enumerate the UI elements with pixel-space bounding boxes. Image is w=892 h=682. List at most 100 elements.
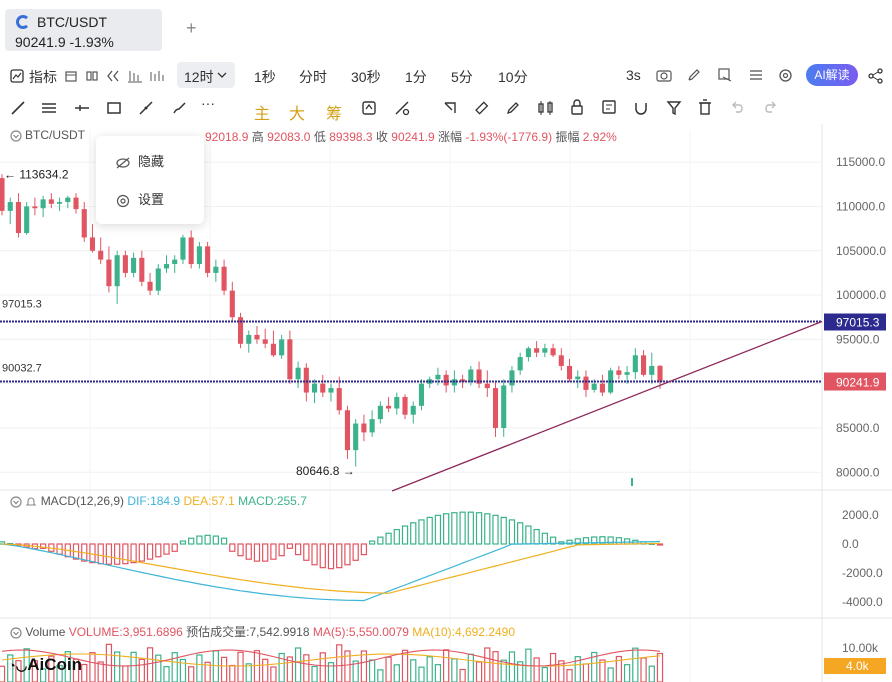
bar-style-icon[interactable] (149, 69, 165, 83)
level-main[interactable]: 主 (254, 106, 271, 123)
horizontal-ray-tool-icon[interactable] (74, 101, 90, 115)
redo-icon[interactable] (762, 101, 778, 113)
sync-icon[interactable] (361, 100, 377, 116)
timeframe-minute-line[interactable]: 分时 (299, 69, 327, 85)
notes-icon[interactable] (601, 99, 617, 115)
macd-histogram-bar (533, 528, 540, 545)
volume-bar (303, 654, 310, 682)
pen-tool-icon[interactable] (505, 100, 521, 116)
filter-icon[interactable] (666, 100, 682, 116)
macd-histogram-bar (582, 537, 590, 545)
candle-body (205, 246, 211, 273)
magnet-icon[interactable] (633, 100, 649, 116)
chart-type-icon[interactable] (127, 69, 143, 83)
candle-body (369, 419, 375, 433)
candle-body (65, 197, 71, 203)
ai-analysis-button[interactable]: AI解读 (806, 64, 858, 86)
macd-histogram-bar (220, 537, 228, 545)
candle (32, 197, 38, 216)
volume-bar (385, 656, 392, 682)
volume-bar (426, 656, 433, 682)
line1-left-label: 97015.3 (2, 299, 42, 311)
tab-bar: BTC/USDT 90241.9 -1.93% + (0, 0, 892, 60)
trendline-tool-icon[interactable] (10, 100, 26, 116)
list-icon[interactable] (749, 69, 763, 81)
volume-bar (327, 662, 335, 682)
macd-histogram-bar (410, 522, 417, 545)
more-tools-icon[interactable]: ··· (201, 95, 215, 111)
layout-icon[interactable] (65, 70, 77, 82)
eye-toggle-icon[interactable] (10, 130, 22, 142)
rectangle-tool-icon[interactable] (106, 100, 122, 116)
timeframe-1s[interactable]: 1秒 (254, 69, 276, 85)
lock-icon[interactable] (569, 99, 585, 115)
candle-body (57, 202, 63, 204)
candle-body (114, 255, 120, 287)
anchor-icon[interactable] (442, 100, 458, 116)
level-big[interactable]: 大 (289, 106, 306, 123)
trash-icon[interactable] (697, 99, 713, 115)
add-tab-button[interactable]: + (186, 18, 197, 38)
undo-icon[interactable] (730, 101, 746, 113)
horizontal-lines-tool-icon[interactable] (41, 101, 57, 115)
volume-ma5-line (1, 649, 661, 667)
refresh-interval[interactable]: 3s (626, 67, 641, 83)
candle-pattern-icon[interactable] (537, 100, 555, 116)
measure-icon[interactable] (394, 100, 410, 116)
macd-histogram-bar (114, 543, 121, 565)
menu-item-settings[interactable]: 设置 (116, 189, 164, 208)
volume-bar (179, 658, 187, 682)
macd-tick-label: 2000.0 (842, 508, 879, 522)
camera-icon[interactable] (656, 68, 672, 82)
candle-body (0, 178, 5, 211)
candle-body (591, 383, 597, 390)
macd-histogram-bar (262, 543, 269, 562)
volume-bar (541, 666, 548, 682)
rewind-icon[interactable] (106, 70, 120, 82)
macd-histogram-bar (500, 516, 507, 545)
edit-icon[interactable] (687, 68, 701, 82)
candle (89, 224, 96, 253)
timeframe-5m[interactable]: 5分 (451, 69, 473, 85)
macd-histogram-bar (286, 543, 294, 549)
candle (15, 193, 21, 238)
timeframe-1m[interactable]: 1分 (405, 69, 427, 85)
bell-icon[interactable] (25, 496, 37, 508)
settings-gear-icon[interactable] (778, 68, 793, 83)
symbol-tab[interactable]: BTC/USDT 90241.9 -1.93% (5, 9, 162, 51)
tab-price-change: 90241.9 -1.93% (15, 34, 114, 50)
volume-bar (467, 653, 474, 682)
indicators-button[interactable]: 指标 (29, 69, 57, 85)
compare-icon[interactable] (86, 70, 98, 82)
indicator-icon[interactable] (10, 69, 24, 83)
tab-symbol: BTC/USDT (37, 14, 107, 30)
candle (443, 370, 449, 393)
trendline (391, 320, 823, 492)
menu-item-hide[interactable]: 隐藏 (116, 151, 164, 170)
popout-icon[interactable] (718, 68, 732, 82)
timeframe-10m[interactable]: 10分 (498, 69, 528, 85)
timeframe-dropdown[interactable]: 12时 (177, 62, 235, 88)
chart-area[interactable]: 115000.0 110000.0 105000.0 100000.0 95000.0 8… (0, 124, 892, 682)
volume-bar (39, 668, 47, 682)
candle (7, 197, 13, 225)
share-icon[interactable] (868, 68, 884, 84)
candle (394, 392, 400, 415)
volume-bar (360, 650, 368, 682)
macd-histogram-bar (146, 543, 154, 560)
eye-toggle-icon[interactable] (10, 496, 22, 508)
ray-tool-icon[interactable] (138, 100, 154, 116)
volume-bar (171, 652, 178, 682)
brush-tool-icon[interactable] (171, 100, 187, 116)
candle-body (279, 339, 285, 356)
timeframe-30s[interactable]: 30秒 (351, 69, 381, 85)
level-chip[interactable]: 筹 (326, 106, 343, 123)
eye-toggle-icon[interactable] (10, 627, 22, 639)
volume-bar (0, 665, 6, 682)
candle (353, 419, 359, 467)
candle (262, 328, 268, 349)
candle (295, 361, 301, 389)
ohlc-values: 92018.9 高 92083.0 低 89398.3 收 90241.9 涨幅… (205, 130, 617, 144)
ruler-icon[interactable] (473, 100, 489, 116)
volume-bar (607, 667, 614, 682)
